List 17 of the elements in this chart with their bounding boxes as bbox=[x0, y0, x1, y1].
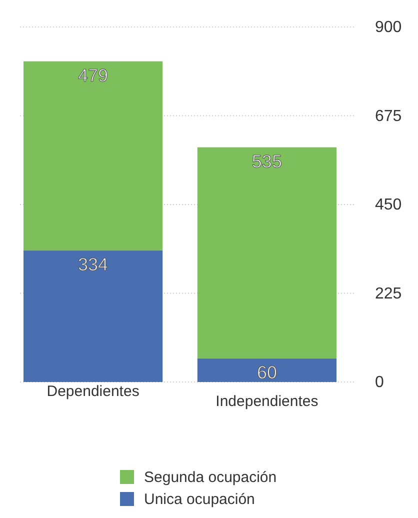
x-tick-label: Independientes bbox=[216, 393, 318, 410]
bar bbox=[23, 250, 163, 382]
y-tick-label: 900 bbox=[375, 19, 402, 36]
data-label: 479 bbox=[78, 65, 108, 86]
data-label: 60 bbox=[256, 362, 277, 382]
bar bbox=[197, 147, 337, 358]
data-label: 535 bbox=[252, 151, 282, 172]
x-tick-label: Dependientes bbox=[46, 383, 140, 400]
bar bbox=[23, 61, 163, 250]
y-tick-label: 225 bbox=[375, 285, 402, 302]
y-tick-label: 450 bbox=[375, 196, 402, 214]
y-tick-label: 675 bbox=[375, 108, 402, 125]
legend-label: Segunda ocupación bbox=[144, 469, 277, 486]
legend-label: Unica ocupación bbox=[144, 491, 255, 508]
data-label: 334 bbox=[78, 254, 108, 274]
y-tick-label: 0 bbox=[375, 374, 384, 392]
bar bbox=[197, 358, 337, 382]
